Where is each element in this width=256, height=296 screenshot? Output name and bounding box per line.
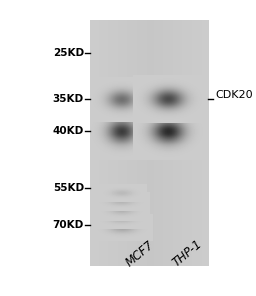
Text: 55KD: 55KD [53, 183, 84, 193]
Text: 35KD: 35KD [53, 94, 84, 104]
Text: MCF7: MCF7 [123, 239, 156, 269]
Text: CDK20: CDK20 [215, 90, 253, 100]
Text: 40KD: 40KD [53, 126, 84, 136]
Text: 25KD: 25KD [53, 48, 84, 58]
Text: 70KD: 70KD [53, 220, 84, 230]
Text: THP-1: THP-1 [170, 237, 205, 269]
